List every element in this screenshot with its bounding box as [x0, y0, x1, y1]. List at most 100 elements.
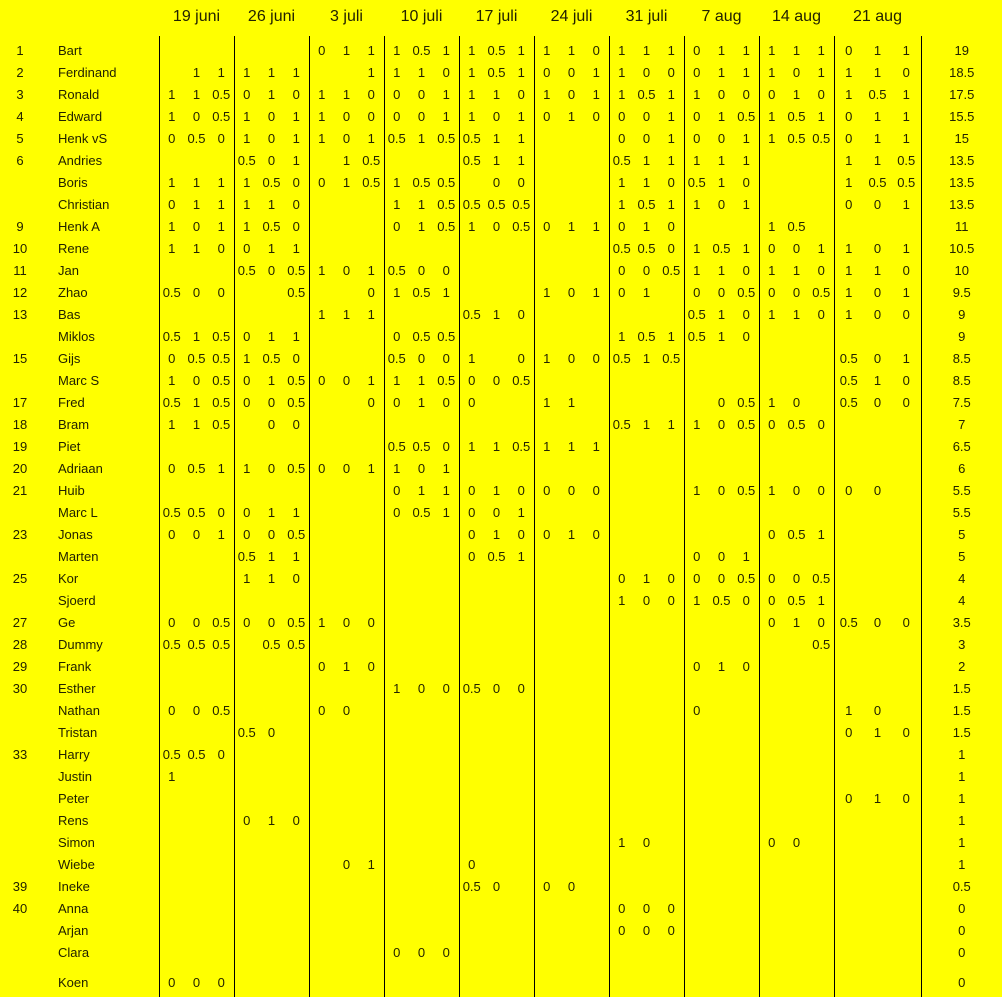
score-cell: [383, 545, 409, 567]
score-cell: [209, 435, 234, 457]
score-cell: [383, 303, 409, 325]
score-cell: [634, 435, 659, 457]
score-cell: [308, 589, 334, 611]
score-cell: [863, 325, 892, 347]
score-cell: [533, 765, 559, 787]
score-cell: 1: [717, 262, 726, 278]
score-cell: [809, 743, 834, 765]
score-cell: [659, 721, 684, 743]
score-cell: 0.5: [212, 108, 231, 124]
score-cell: 0: [533, 479, 559, 501]
score-cell: 0: [417, 262, 426, 278]
score-cell: [509, 831, 534, 853]
score-cell: [409, 699, 434, 721]
score-cell: 0: [608, 259, 634, 281]
player-name: Gijs: [58, 350, 81, 366]
score-cell: 0.5: [812, 570, 831, 586]
score-cell: [233, 677, 259, 699]
total-cell: 11: [920, 215, 1002, 237]
score-cell: 1: [292, 64, 300, 80]
score-cell: [809, 501, 834, 523]
table-row: Koen 0 0 0 0: [0, 963, 1002, 997]
score-cell: 1: [517, 504, 525, 520]
score-cell: [892, 963, 921, 997]
score-cell: 1: [417, 482, 426, 498]
score-cell: [758, 963, 784, 997]
score-cell: [359, 743, 384, 765]
score-cell: 0: [217, 130, 225, 146]
score-cell: 1: [667, 130, 675, 146]
score-cell: 0: [642, 64, 651, 80]
score-cell: [533, 303, 559, 325]
score-cell: [863, 523, 892, 545]
score-cell: 0: [608, 127, 634, 149]
score-cell: [833, 567, 863, 589]
score-cell: [734, 501, 759, 523]
score-cell: [559, 303, 584, 325]
score-cell: [634, 479, 659, 501]
score-cell: [659, 875, 684, 897]
score-cell: [584, 457, 609, 479]
score-cell: 0: [608, 281, 634, 303]
score-cell: 0.5: [833, 369, 863, 391]
score-cell: [683, 831, 709, 853]
score-cell: 1: [592, 218, 600, 234]
score-cell: 0.5: [212, 350, 231, 366]
score-cell: [833, 457, 863, 479]
score-cell: [833, 831, 863, 853]
score-cell: 1: [442, 42, 450, 58]
score-cell: [584, 875, 609, 897]
score-cell: [863, 435, 892, 457]
player-name: Piet: [58, 438, 81, 454]
score-cell: [334, 743, 359, 765]
table-row: 5 Henk vS 0 0.5 0 1 0 1 1 0 1 0.5 1 0.5 0.5 1 1 0 0 1 0 0 1 1 0.…: [0, 127, 1002, 149]
score-cell: 1: [817, 42, 825, 58]
score-cell: [233, 281, 259, 303]
score-cell: 0.5: [383, 259, 409, 281]
score-cell: 1: [833, 149, 863, 171]
score-cell: 0: [492, 174, 501, 190]
total-cell: 7: [920, 413, 1002, 435]
score-cell: 0.5: [287, 394, 306, 410]
score-cell: [634, 765, 659, 787]
score-cell: [158, 897, 184, 919]
score-cell: 0: [267, 724, 276, 740]
score-cell: [158, 589, 184, 611]
score-cell: [458, 237, 484, 259]
score-cell: [809, 457, 834, 479]
score-cell: [892, 435, 921, 457]
score-cell: [434, 633, 459, 655]
table-row: 17 Fred 0.5 1 0.5 0 0 0.5 0 0 1 0 0 1 1 0 0.5 1 0 0.5 0 0 7.5: [0, 391, 1002, 413]
score-cell: [584, 809, 609, 831]
score-cell: 0: [442, 680, 450, 696]
score-cell: [784, 633, 809, 655]
table-row: Rens 0 1 0 1: [0, 809, 1002, 831]
score-cell: [383, 523, 409, 545]
score-cell: 0: [492, 372, 501, 388]
score-cell: [434, 765, 459, 787]
score-cell: [584, 369, 609, 391]
player-name: Rens: [58, 812, 89, 828]
score-cell: [158, 721, 184, 743]
rank-cell: 25: [12, 570, 28, 586]
score-cell: 1: [492, 526, 501, 542]
score-cell: 0: [567, 878, 576, 894]
score-cell: [559, 325, 584, 347]
score-cell: [758, 457, 784, 479]
score-cell: [634, 501, 659, 523]
score-cell: [634, 699, 659, 721]
score-cell: [334, 391, 359, 413]
score-cell: [308, 831, 334, 853]
score-cell: 1: [567, 108, 576, 124]
score-cell: [559, 149, 584, 171]
score-cell: 1: [458, 105, 484, 127]
score-cell: [659, 501, 684, 523]
score-cell: 1: [417, 196, 426, 212]
score-cell: [709, 853, 734, 875]
score-cell: [734, 699, 759, 721]
score-cell: 0.5: [158, 391, 184, 413]
score-cell: 0.5: [158, 281, 184, 303]
score-cell: 1: [158, 413, 184, 435]
score-cell: 1: [902, 108, 910, 124]
score-cell: 1: [458, 83, 484, 105]
